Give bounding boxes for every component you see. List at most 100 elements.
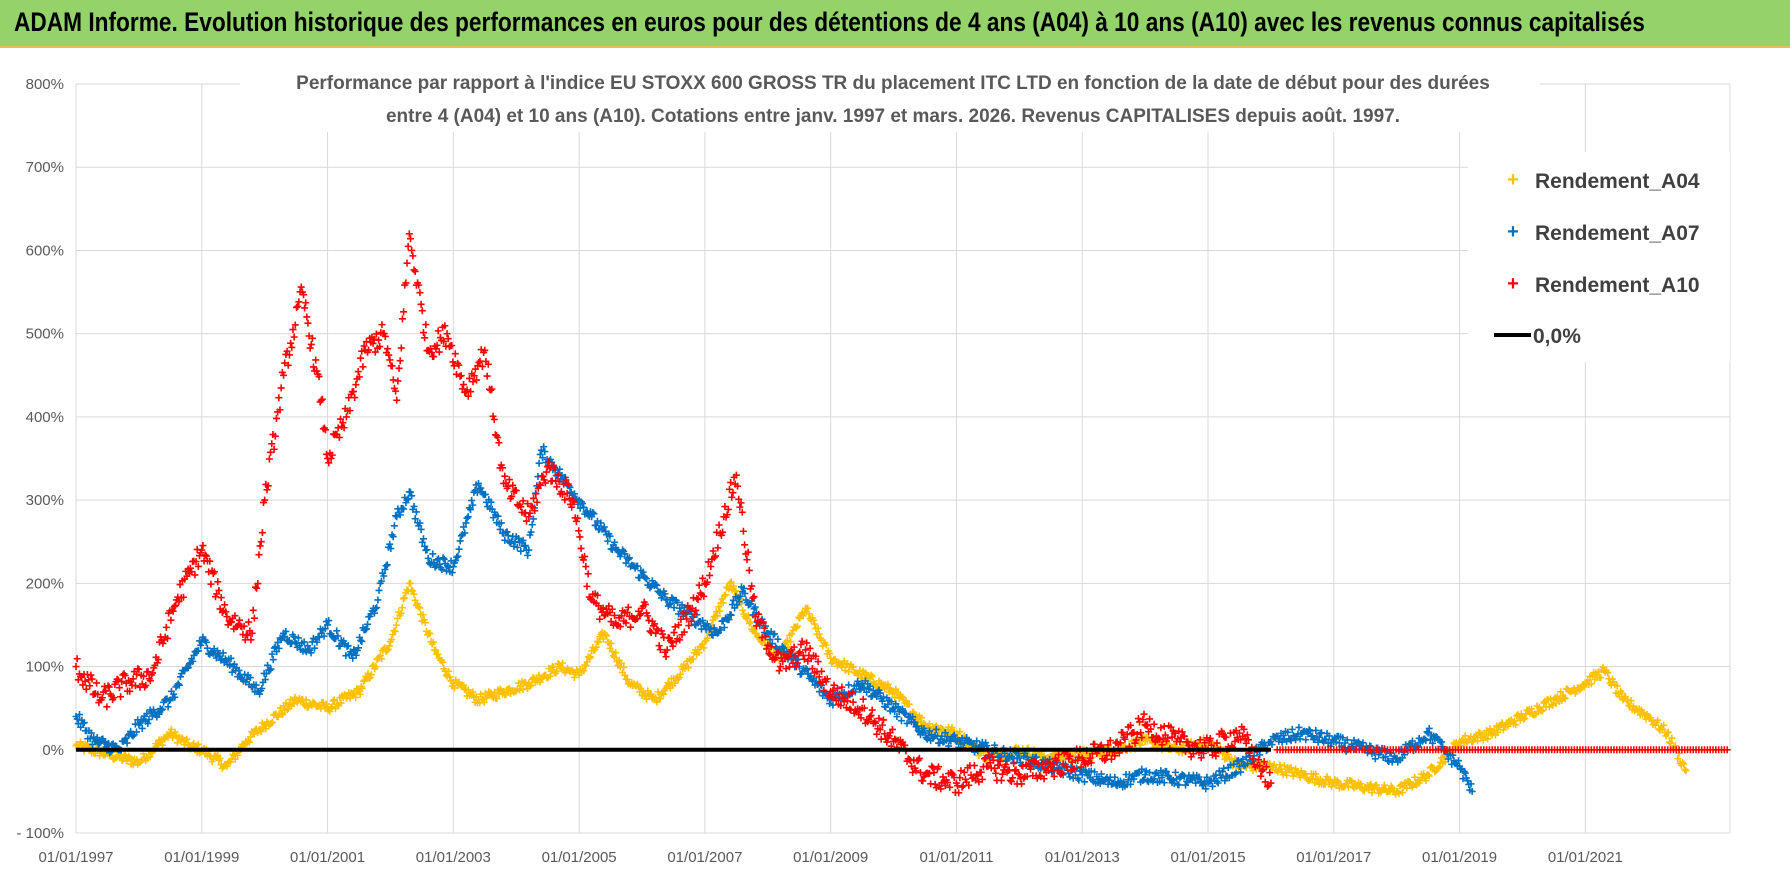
point-a10 [917, 769, 925, 777]
point-a10 [792, 663, 800, 671]
point-a10 [687, 617, 695, 625]
point-a07 [590, 510, 598, 518]
point-a07 [487, 498, 495, 506]
point-a10 [776, 663, 784, 671]
point-a10 [483, 372, 491, 380]
point-a04 [1625, 701, 1633, 709]
point-a04 [1276, 761, 1284, 769]
point-a04 [892, 685, 900, 693]
point-a10 [637, 610, 645, 618]
point-a04 [168, 725, 176, 733]
point-a04 [1395, 790, 1403, 798]
point-a10 [419, 329, 427, 337]
point-a07 [370, 609, 378, 617]
point-a07 [957, 740, 965, 748]
point-a10 [293, 303, 301, 311]
point-a10 [760, 624, 768, 632]
point-a07 [419, 535, 427, 543]
point-a10 [1157, 724, 1165, 732]
point-a07 [513, 543, 521, 551]
point-a04 [283, 706, 291, 714]
point-a07 [272, 643, 280, 651]
point-a07 [878, 697, 886, 705]
point-a10 [1244, 736, 1252, 744]
point-a07 [646, 584, 654, 592]
point-a07 [1392, 754, 1400, 762]
point-a10 [704, 558, 712, 566]
point-a07 [300, 638, 308, 646]
point-a10 [581, 552, 589, 560]
y-tick-label: - 100% [16, 825, 64, 842]
point-a10 [381, 332, 389, 340]
point-a10 [153, 659, 161, 667]
point-a04 [856, 666, 864, 674]
point-a07 [138, 724, 146, 732]
point-a07 [1448, 760, 1456, 768]
point-a10 [98, 694, 106, 702]
point-a10 [1266, 769, 1274, 777]
point-a04 [612, 649, 620, 657]
point-a10 [411, 267, 419, 275]
point-a10 [1075, 753, 1083, 761]
point-a07 [932, 725, 940, 733]
point-a04 [340, 690, 348, 698]
point-a10 [169, 607, 177, 615]
point-a10 [988, 753, 996, 761]
point-a10 [484, 360, 492, 368]
point-a10 [104, 682, 112, 690]
point-a07 [123, 739, 131, 747]
point-a10 [956, 774, 964, 782]
point-a10 [464, 392, 472, 400]
point-a10 [981, 755, 989, 763]
point-a10 [346, 407, 354, 415]
point-a10 [818, 667, 826, 675]
point-a10 [561, 496, 569, 504]
point-a10 [528, 503, 536, 511]
point-a10 [199, 542, 207, 550]
point-a10 [478, 362, 486, 370]
point-a04 [664, 679, 672, 687]
point-a10 [553, 483, 561, 491]
point-a07 [1464, 777, 1472, 785]
point-a07 [258, 684, 266, 692]
point-a04 [1484, 735, 1492, 743]
point-a07 [1203, 773, 1211, 781]
point-a10 [683, 615, 691, 623]
point-a07 [262, 670, 270, 678]
point-a04 [660, 690, 668, 698]
point-a07 [519, 536, 527, 544]
point-a04 [1504, 722, 1512, 730]
point-a10 [82, 685, 90, 693]
point-a10 [934, 763, 942, 771]
point-a10 [221, 601, 229, 609]
point-a10 [930, 769, 938, 777]
point-a10 [310, 363, 318, 371]
point-a10 [318, 395, 326, 403]
point-a10 [784, 652, 792, 660]
point-a07 [184, 664, 192, 672]
point-a07 [725, 616, 733, 624]
point-a10 [244, 631, 252, 639]
point-a07 [494, 512, 502, 520]
point-a07 [418, 538, 426, 546]
point-a10 [133, 670, 141, 678]
point-a07 [235, 666, 243, 674]
point-a10 [307, 340, 315, 348]
point-a07 [358, 637, 366, 645]
point-a10 [354, 368, 362, 376]
point-a07 [1237, 768, 1245, 776]
point-a07 [241, 670, 249, 678]
point-a10 [651, 620, 659, 628]
point-a07 [320, 632, 328, 640]
point-a04 [788, 630, 796, 638]
point-a10 [727, 478, 735, 486]
point-a07 [780, 644, 788, 652]
point-a04 [887, 687, 895, 695]
point-a07 [80, 719, 88, 727]
point-a07 [362, 625, 370, 633]
point-a10 [1197, 754, 1205, 762]
point-a10 [1111, 752, 1119, 760]
point-a10 [253, 584, 261, 592]
point-a04 [1328, 783, 1336, 791]
point-a04 [601, 631, 609, 639]
